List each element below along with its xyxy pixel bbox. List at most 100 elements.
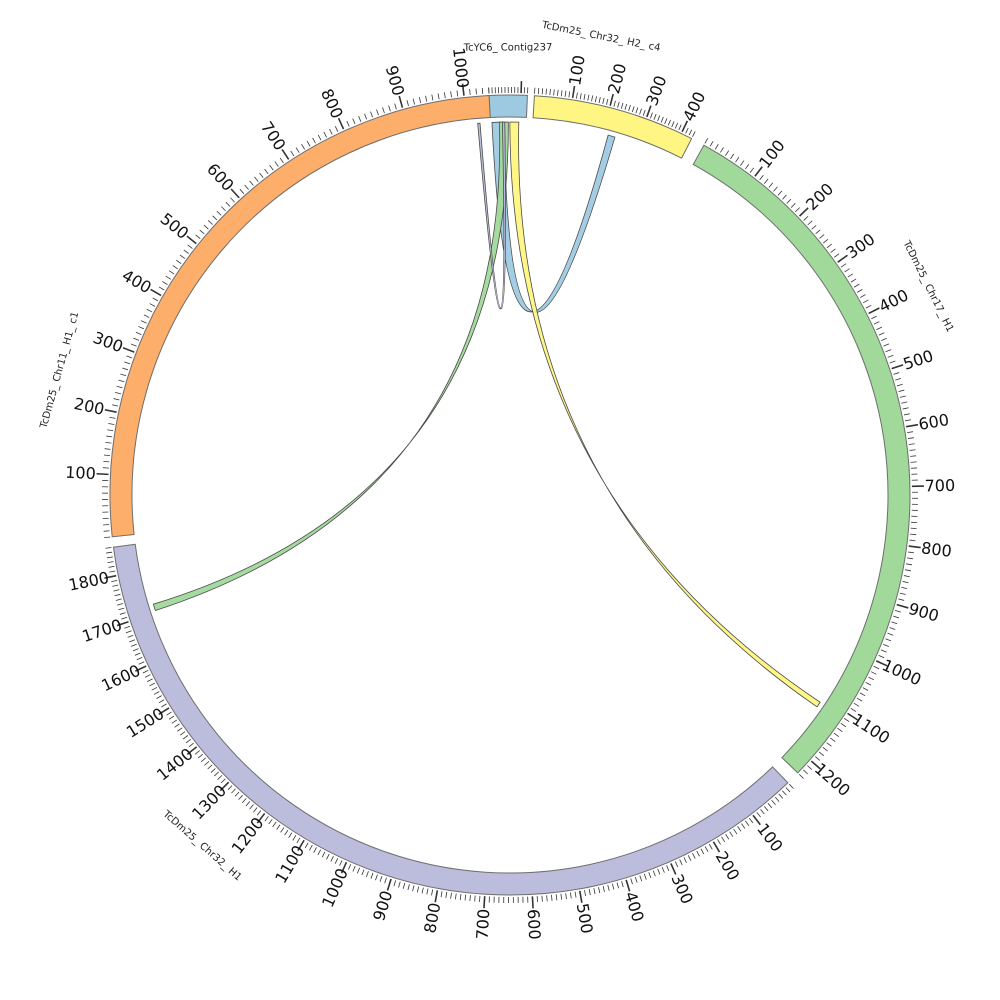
minor-tick [639, 875, 643, 882]
minor-tick [564, 90, 567, 97]
minor-tick [785, 787, 791, 793]
minor-tick [217, 775, 223, 780]
minor-tick [330, 855, 334, 862]
minor-tick [158, 286, 165, 291]
minor-tick [674, 122, 679, 129]
minor-tick [823, 239, 829, 244]
major-tick [122, 347, 135, 353]
minor-tick [881, 337, 887, 341]
major-tick [847, 712, 859, 721]
minor-tick [118, 379, 125, 383]
minor-tick [140, 320, 147, 324]
minor-tick [871, 315, 877, 320]
major-tick [891, 364, 904, 370]
minor-tick [798, 773, 804, 779]
minor-tick [256, 810, 262, 816]
tick-label: 300 [642, 73, 670, 108]
minor-tick [549, 88, 551, 96]
minor-tick [416, 886, 420, 893]
minor-tick [161, 703, 167, 708]
segment-label-contig237: TcYC6_ Contig237 [463, 42, 553, 53]
major-tick [868, 307, 880, 315]
minor-tick [725, 834, 730, 840]
minor-tick [108, 423, 115, 425]
minor-tick [774, 796, 780, 802]
minor-tick [853, 702, 860, 707]
minor-tick [107, 429, 114, 432]
minor-tick [826, 243, 832, 249]
minor-tick [704, 137, 709, 144]
minor-tick [459, 893, 462, 901]
major-tick [135, 665, 147, 672]
minor-tick [844, 718, 850, 723]
minor-tick [837, 727, 843, 733]
minor-tick [714, 144, 719, 150]
minor-tick [151, 686, 158, 691]
minor-tick [557, 89, 559, 96]
minor-tick [653, 113, 657, 120]
tick-label: 300 [667, 871, 697, 907]
minor-tick [889, 627, 896, 630]
minor-tick [290, 150, 295, 157]
minor-tick [402, 882, 406, 889]
minor-tick [692, 853, 696, 859]
tick-label: 600 [524, 909, 545, 941]
minor-tick [771, 799, 776, 806]
minor-tick [678, 124, 682, 131]
minor-tick [450, 892, 452, 899]
minor-tick [352, 118, 356, 125]
major-tick [906, 423, 919, 428]
minor-tick [611, 883, 615, 890]
minor-tick [149, 682, 155, 687]
minor-tick [375, 874, 378, 881]
minor-tick [840, 723, 847, 728]
minor-tick [811, 225, 817, 230]
tick-label: 400 [119, 266, 155, 298]
minor-tick [326, 853, 330, 860]
minor-tick [135, 331, 142, 336]
minor-tick [227, 785, 233, 791]
minor-tick [878, 655, 885, 659]
minor-tick [602, 97, 605, 104]
minor-tick [826, 742, 832, 747]
minor-tick [108, 565, 115, 568]
tick-label: 100 [753, 820, 787, 856]
minor-tick [284, 829, 289, 836]
minor-tick [114, 593, 121, 597]
minor-tick [132, 648, 139, 652]
minor-tick [317, 134, 322, 141]
minor-tick [279, 157, 284, 164]
major-tick [875, 660, 888, 667]
minor-tick [393, 880, 397, 887]
minor-tick [109, 416, 116, 419]
minor-tick [650, 112, 653, 119]
minor-tick [134, 652, 141, 656]
minor-tick [296, 837, 301, 844]
major-tick [150, 288, 162, 297]
minor-tick [579, 93, 582, 100]
major-tick [798, 207, 809, 217]
minor-tick [630, 878, 633, 885]
minor-tick [891, 621, 898, 625]
minor-tick [624, 103, 628, 110]
major-tick [256, 812, 266, 824]
minor-tick [156, 695, 162, 699]
minor-tick [617, 101, 620, 108]
minor-tick [593, 888, 596, 895]
minor-tick [179, 731, 186, 736]
minor-tick [221, 206, 226, 212]
minor-tick [602, 885, 605, 892]
tick-label: 200 [712, 848, 744, 884]
major-tick [670, 863, 677, 875]
minor-tick [642, 109, 646, 116]
minor-tick [106, 435, 113, 438]
minor-tick [153, 691, 160, 695]
minor-tick [905, 419, 912, 422]
minor-tick [909, 539, 916, 542]
tick-label: 1000 [318, 865, 352, 910]
minor-tick [910, 533, 917, 536]
minor-tick [759, 174, 764, 181]
segment-chr17 [692, 144, 911, 774]
minor-tick [407, 884, 410, 891]
minor-tick [418, 97, 422, 104]
